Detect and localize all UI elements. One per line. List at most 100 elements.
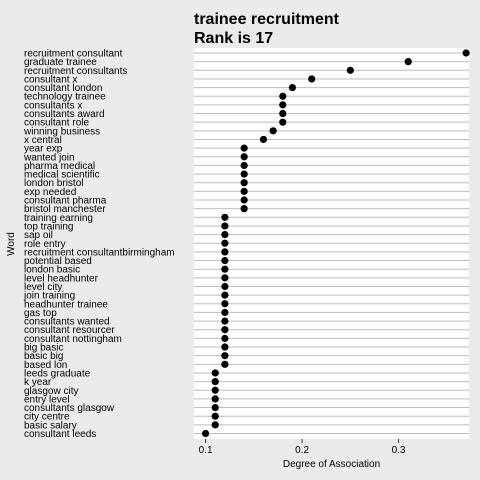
- y-tick-label: consultant resourcer: [24, 325, 115, 336]
- y-axis-title: Word: [6, 232, 17, 256]
- data-point: [279, 118, 287, 126]
- data-point: [221, 274, 229, 282]
- y-tick-label: consultant pharma: [24, 196, 107, 207]
- y-tick-label: potential based: [24, 256, 92, 267]
- data-point: [221, 222, 229, 230]
- y-tick-label: role entry: [24, 239, 66, 250]
- y-tick-label: recruitment consultants: [24, 66, 127, 77]
- x-ticks: 0.1 0.2 0.3: [199, 439, 406, 456]
- data-point: [308, 75, 316, 83]
- data-point: [221, 317, 229, 325]
- y-tick-label: headhunter trainee: [24, 299, 108, 310]
- data-point: [221, 326, 229, 334]
- data-points: [201, 49, 470, 438]
- data-point: [221, 360, 229, 368]
- data-point: [240, 205, 248, 213]
- data-point: [211, 403, 219, 412]
- data-point: [269, 127, 277, 135]
- data-point: [221, 282, 229, 291]
- data-point: [221, 352, 229, 360]
- data-point: [279, 109, 287, 118]
- y-tick-label: year exp: [24, 144, 63, 155]
- y-tick-label: consultants wanted: [24, 317, 110, 328]
- data-point: [221, 213, 229, 221]
- y-tick-label: big basic: [24, 343, 63, 354]
- y-tick-label: level city: [24, 282, 62, 293]
- y-tick-label: training earning: [24, 213, 93, 224]
- data-point: [221, 231, 229, 239]
- y-tick-label: x central: [24, 135, 62, 146]
- y-tick-label: consultant nottingham: [24, 334, 122, 345]
- y-tick-label: london bristol: [24, 178, 83, 189]
- data-point: [240, 161, 248, 170]
- y-tick-label: consultant role: [24, 118, 89, 129]
- x-tick-label: 0.1: [199, 445, 213, 456]
- gridlines: [194, 52, 469, 434]
- y-tick-label: recruitment consultant: [24, 49, 123, 60]
- data-point: [240, 187, 248, 195]
- y-tick-label: based lon: [24, 360, 67, 371]
- chart-title: trainee recruitment: [194, 11, 340, 28]
- y-tick-label: k year: [24, 377, 52, 388]
- data-point: [211, 386, 219, 394]
- y-tick-label: winning business: [23, 126, 100, 137]
- y-tick-label: gas top: [24, 308, 57, 319]
- data-point: [240, 170, 248, 178]
- y-tick-label: pharma medical: [24, 161, 95, 172]
- data-point: [288, 83, 297, 92]
- y-tick-label: entry level: [24, 394, 70, 405]
- data-point: [211, 378, 219, 386]
- y-tick-label: technology trainee: [24, 92, 106, 103]
- data-point: [211, 412, 219, 420]
- data-point: [221, 334, 229, 342]
- y-tick-label: city centre: [24, 412, 70, 423]
- y-tick-label: join training: [23, 291, 75, 302]
- y-tick-label: exp needed: [24, 187, 76, 198]
- y-tick-label: basic salary: [24, 420, 77, 431]
- y-tick-label: consultants glasgow: [24, 403, 115, 414]
- x-tick-label: 0.3: [392, 445, 406, 456]
- chart-subtitle: Rank is 17: [194, 30, 273, 47]
- y-tick-label: consultant x: [24, 74, 77, 85]
- y-tick-label: medical scientific: [24, 170, 100, 181]
- y-tick-label: basic big: [24, 351, 63, 362]
- data-point: [221, 256, 229, 265]
- data-point: [346, 66, 354, 74]
- data-point: [279, 92, 287, 100]
- y-tick-label: consultant leeds: [24, 429, 96, 440]
- y-tick-label: sap oil: [24, 230, 53, 241]
- y-tick-label: recruitment consultantbirmingham: [24, 247, 175, 258]
- data-point: [221, 343, 229, 351]
- y-tick-label: wanted join: [23, 152, 75, 163]
- y-tick-label: level headhunter: [24, 273, 99, 284]
- data-point: [279, 101, 287, 109]
- x-tick-label: 0.2: [295, 445, 309, 456]
- y-tick-label: graduate trainee: [24, 57, 97, 68]
- data-point: [259, 135, 268, 144]
- data-point: [201, 429, 210, 438]
- data-point: [240, 153, 248, 161]
- data-point: [211, 395, 219, 403]
- data-point: [211, 421, 219, 429]
- y-tick-label: london basic: [24, 265, 80, 276]
- y-tick-label: top training: [24, 221, 73, 232]
- data-point: [240, 179, 248, 187]
- data-point: [221, 308, 229, 317]
- y-tick-label: bristol manchester: [24, 204, 106, 215]
- data-point: [221, 291, 229, 299]
- y-tick-label: consultants award: [24, 109, 105, 120]
- x-axis-title: Degree of Association: [283, 459, 380, 470]
- y-tick-label: glasgow city: [24, 386, 78, 397]
- data-point: [404, 58, 412, 66]
- data-point: [240, 144, 248, 152]
- y-tick-label: leeds graduate: [24, 368, 91, 379]
- data-point: [221, 265, 229, 273]
- data-point: [221, 248, 229, 256]
- y-tick-label: consultant london: [24, 83, 102, 94]
- data-point: [221, 239, 229, 247]
- data-point: [240, 196, 248, 204]
- y-tick-label: consultants x: [24, 100, 82, 111]
- data-point: [462, 49, 470, 57]
